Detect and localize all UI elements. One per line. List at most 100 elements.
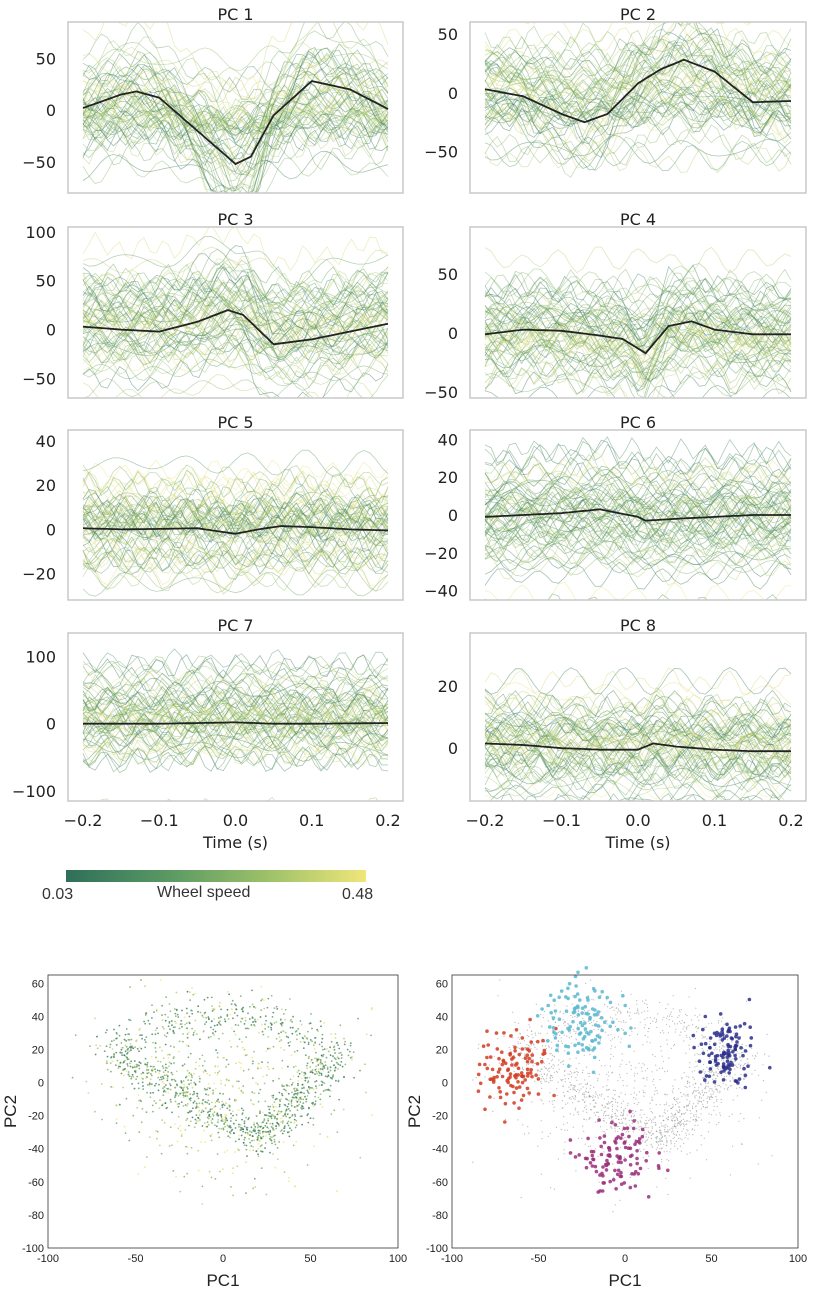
trial-trace [82,686,389,712]
scatter-point [633,1092,636,1094]
scatter-point [582,1110,584,1112]
scatter-point [685,1112,687,1114]
scatter-point [543,1066,546,1068]
scatter-point [154,1029,157,1032]
scatter-point [713,1074,715,1076]
trial-trace [82,470,389,499]
scatter-point [253,1005,255,1008]
scatter-point [635,1111,637,1113]
scatter-point [320,1074,323,1076]
cluster-point [640,1134,645,1139]
y-tick-label: 20 [436,1044,448,1056]
scatter-point [313,1048,316,1051]
trial-trace [484,715,792,744]
scatter-point [328,1089,330,1092]
scatter-point [255,1150,258,1153]
scatter-point [336,1041,338,1044]
scatter-point [586,1096,588,1098]
scatter-point [692,1107,694,1109]
scatter-point [261,1132,264,1134]
scatter-point [207,1110,210,1113]
scatter-point [640,1125,642,1127]
scatter-point [335,1079,337,1082]
scatter-point [324,1061,327,1063]
scatter-point [674,1104,677,1106]
scatter-point [187,1103,189,1105]
scatter-point [679,1109,681,1111]
scatter-point [211,1113,214,1116]
mean-trace [82,525,389,535]
scatter-point [704,1027,706,1029]
scatter-point [180,1081,183,1084]
trial-trace [82,41,389,119]
scatter-point [252,1021,255,1023]
scatter-point [290,1105,293,1107]
scatter-point [228,1104,231,1107]
trial-trace [484,765,792,794]
trial-trace [82,89,389,130]
cluster-point [725,1022,729,1027]
scatter-point [594,1148,596,1150]
scatter-point [143,1166,146,1169]
cluster-point [703,1041,708,1046]
scatter-point [267,997,270,1000]
scatter-point [299,1091,302,1094]
y-tick-label: -80 [28,1210,44,1222]
scatter-point [126,1065,129,1067]
scatter-point [317,1030,320,1033]
scatter-point [213,1024,216,1027]
scatter-point [261,1150,264,1153]
scatter-point [206,1125,209,1128]
scatter-point [572,995,574,997]
trial-trace [82,286,389,344]
trial-trace [484,739,792,766]
scatter-point [302,1102,305,1104]
scatter-point [141,1037,144,1040]
scatter-point [287,1042,290,1044]
scatter-point [124,1033,127,1036]
scatter-point [201,1099,204,1102]
scatter-point [122,1086,124,1089]
scatter-point [598,1181,600,1183]
scatter-point [288,1135,291,1138]
scatter-point [229,1136,231,1139]
scatter-point [241,1127,243,1129]
trial-trace [484,86,792,130]
y-tick-label: −50 [22,153,56,172]
scatter-point [737,1066,739,1069]
scatter-point [270,1126,273,1128]
scatter-point [220,1127,223,1130]
scatter-point [643,1077,645,1079]
trial-trace [484,58,792,146]
scatter-point [264,1142,267,1144]
scatter-point [327,1071,330,1073]
scatter-point [171,1144,173,1147]
trial-trace [82,536,389,568]
x-tick-label: -100 [441,1253,463,1265]
scatter-point [208,1115,211,1117]
scatter-point [691,1105,694,1107]
scatter-point [569,1088,572,1091]
scatter-point [251,1077,254,1079]
cluster-point [503,1120,507,1124]
trial-trace [82,281,389,342]
scatter-point [267,1061,269,1064]
scatter-point [244,1019,247,1022]
scatter-point [689,1066,691,1069]
scatter-point [611,1071,614,1073]
scatter-point [330,1040,333,1043]
scatter-point [682,1122,684,1124]
scatter-point [113,1055,115,1057]
scatter-point [620,1146,622,1148]
cluster-point [736,1081,740,1085]
scatter-point [705,1036,707,1038]
scatter-point [574,1098,576,1100]
scatter-point [667,1119,669,1121]
scatter-point [224,1084,227,1087]
scatter-point [742,1047,745,1049]
scatter-point [715,1078,717,1080]
trial-trace [82,22,389,109]
trial-trace [82,679,389,707]
scatter-point [672,1138,674,1140]
